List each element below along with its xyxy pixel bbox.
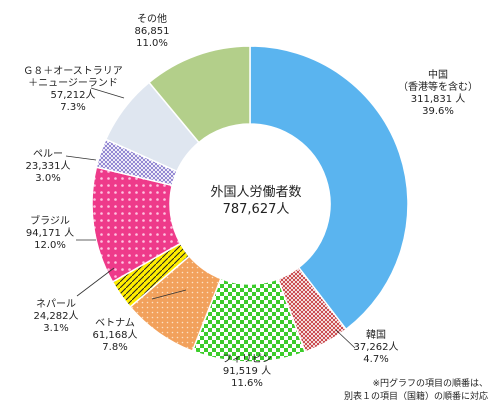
- label-china-sub: （香港等を含む）: [398, 82, 478, 93]
- leader-peru: [65, 155, 97, 161]
- label-g8-percent: 7.3%: [60, 102, 86, 113]
- donut-slices: [91, 45, 409, 363]
- label-korea-name: 韓国: [366, 330, 386, 341]
- donut-slice-8: [148, 45, 251, 144]
- label-vietnam-name: ベトナム: [95, 318, 135, 329]
- footnote-line-2: 別表１の項目（国籍）の順番に対応: [343, 392, 488, 402]
- label-china-name: 中国: [428, 70, 448, 81]
- leader-lines: [65, 87, 356, 349]
- label-vietnam-count: 61,168人: [92, 330, 138, 341]
- label-peru-count: 23,331人: [25, 161, 71, 172]
- label-g8-name-2: ＋ニュージーランド: [28, 78, 118, 89]
- label-nepal: ネパール 24,282人 3.1%: [26, 299, 86, 335]
- label-china-percent: 39.6%: [422, 106, 454, 117]
- label-philippines: フィリピン 91,519 人 11.6%: [207, 354, 287, 390]
- label-other-name: その他: [137, 14, 167, 25]
- label-brazil-percent: 12.0%: [34, 240, 66, 251]
- leader-g8: [90, 87, 125, 99]
- leader-nepal: [76, 267, 115, 297]
- label-philippines-percent: 11.6%: [231, 378, 263, 389]
- label-philippines-name: フィリピン: [222, 354, 272, 365]
- label-nepal-percent: 3.1%: [43, 323, 69, 334]
- center-total: 787,627人: [222, 202, 290, 217]
- footnote-line-1: ※円グラフの項目の順番は、: [372, 379, 488, 389]
- label-korea-percent: 4.7%: [363, 354, 389, 365]
- donut-slice-0: [249, 45, 409, 331]
- leader-korea: [335, 329, 356, 349]
- label-g8-count: 57,212人: [50, 90, 96, 101]
- label-china-count: 311,831 人: [410, 94, 466, 105]
- label-nepal-name: ネパール: [36, 299, 76, 310]
- label-korea: 韓国 37,262人 4.7%: [346, 330, 406, 366]
- label-brazil-name: ブラジル: [30, 216, 70, 227]
- label-g8: Ｇ８＋オーストラリア ＋ニュージーランド 57,212人 7.3%: [18, 66, 128, 114]
- label-peru: ペルー 23,331人 3.0%: [18, 149, 78, 185]
- label-china: 中国 （香港等を含む） 311,831 人 39.6%: [388, 70, 488, 118]
- label-other-count: 86,851: [134, 26, 170, 37]
- footnote: ※円グラフの項目の順番は、 別表１の項目（国籍）の順番に対応: [344, 378, 488, 404]
- label-vietnam: ベトナム 61,168人 7.8%: [85, 318, 145, 354]
- label-brazil-count: 94,171 人: [25, 228, 75, 239]
- label-peru-name: ペルー: [33, 149, 63, 160]
- label-philippines-count: 91,519 人: [222, 366, 272, 377]
- leader-vietnam: [151, 289, 187, 300]
- label-vietnam-percent: 7.8%: [102, 342, 128, 353]
- label-nepal-count: 24,282人: [33, 311, 79, 322]
- label-korea-count: 37,262人: [353, 342, 399, 353]
- label-peru-percent: 3.0%: [35, 173, 61, 184]
- label-brazil: ブラジル 94,171 人 12.0%: [20, 216, 80, 252]
- center-label: 外国人労働者数 787,627人: [190, 184, 322, 218]
- label-other: その他 86,851 11.0%: [122, 14, 182, 50]
- center-title: 外国人労働者数: [210, 185, 302, 200]
- label-other-percent: 11.0%: [136, 38, 168, 49]
- label-g8-name: Ｇ８＋オーストラリア: [23, 66, 123, 77]
